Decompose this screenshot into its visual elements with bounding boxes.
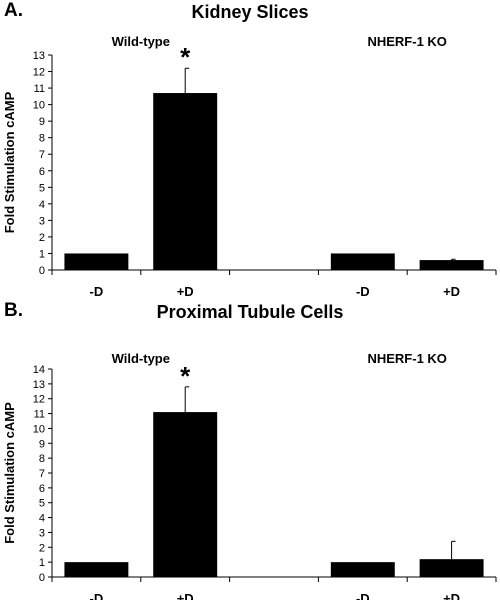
y-tick-label: 8 (39, 453, 45, 465)
category-label: +D (177, 284, 194, 299)
y-tick-label: 7 (39, 468, 45, 480)
bar (153, 412, 218, 577)
y-tick-label: 7 (39, 149, 45, 161)
y-tick-label: 9 (39, 116, 45, 128)
panel-letter: A. (4, 0, 23, 21)
y-tick-label: 10 (33, 423, 45, 435)
y-tick-label: 14 (33, 364, 45, 376)
y-tick-label: 11 (34, 409, 45, 421)
group-label: NHERF-1 KO (367, 34, 446, 49)
y-tick-label: 1 (39, 557, 45, 569)
y-tick-label: 13 (33, 379, 45, 391)
y-tick-label: 10 (33, 100, 45, 112)
y-tick-label: 4 (39, 513, 45, 525)
y-axis-label: Fold Stimulation cAMP (2, 91, 17, 233)
category-label: -D (356, 591, 370, 600)
bar (330, 562, 395, 577)
y-axis-label: Fold Stimulation cAMP (2, 402, 17, 544)
y-tick-label: 11 (34, 83, 45, 95)
y-tick-label: 2 (39, 542, 45, 554)
category-label: +D (443, 284, 460, 299)
y-tick-label: 0 (39, 265, 45, 277)
chart-title: Proximal Tubule Cells (156, 302, 344, 322)
y-tick-label: 9 (39, 438, 45, 450)
significance-marker: * (180, 42, 191, 72)
panel-a: A. Kidney Slices 0 1 2 3 4 5 6 7 8 9 10 11 12 13 Fold … (2, 0, 497, 299)
y-tick-label: 6 (39, 483, 45, 495)
group-label: Wild-type (112, 351, 170, 366)
chart-title: Kidney Slices (191, 2, 309, 22)
category-label: +D (177, 591, 194, 600)
y-tick-label: 5 (39, 498, 45, 510)
y-tick-label: 3 (39, 215, 45, 227)
y-tick-label: 8 (39, 133, 45, 145)
y-tick-label: 1 (39, 248, 45, 260)
y-tick-label: 6 (39, 166, 45, 178)
panel-letter: B. (4, 300, 23, 321)
category-label: +D (443, 591, 460, 600)
y-tick-label: 0 (39, 572, 45, 584)
bar (419, 559, 484, 577)
bar (64, 253, 129, 270)
y-tick-label: 2 (39, 232, 45, 244)
category-label: -D (90, 591, 104, 600)
y-tick-label: 12 (33, 67, 45, 79)
bar (330, 253, 395, 270)
bar (64, 562, 129, 577)
category-label: -D (356, 284, 370, 299)
y-tick-label: 13 (33, 50, 45, 62)
group-label: NHERF-1 KO (367, 351, 446, 366)
significance-marker: * (180, 361, 191, 391)
bar (153, 93, 218, 271)
category-label: -D (90, 284, 104, 299)
y-tick-label: 5 (39, 182, 45, 194)
group-label: Wild-type (112, 34, 170, 49)
y-tick-label: 4 (39, 199, 45, 211)
panel-b: B. Proximal Tubule Cells 0 1 2 3 4 5 6 7 8 9 10 11 1… (0, 300, 500, 600)
y-tick-label: 12 (33, 394, 45, 406)
y-tick-label: 3 (39, 527, 45, 539)
bar (419, 260, 484, 270)
